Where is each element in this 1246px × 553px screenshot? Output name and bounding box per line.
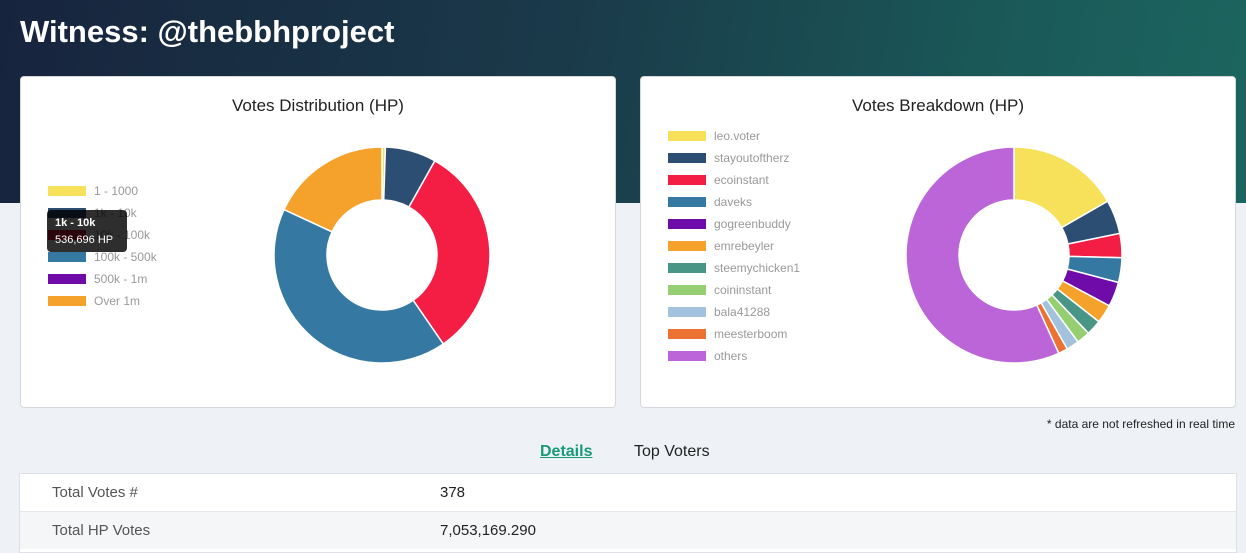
legend-label: coininstant (714, 283, 772, 297)
legend-item-over-1m[interactable]: Over 1m (48, 290, 157, 312)
row-value: 7,053,169.290 (440, 522, 536, 539)
legend-swatch (668, 153, 706, 163)
details-table: Total Votes # 378 Total HP Votes 7,053,1… (19, 473, 1237, 553)
votes-breakdown-donut (905, 146, 1123, 364)
legend-label: Over 1m (94, 294, 141, 308)
donut-slice-10k-100k[interactable] (407, 159, 491, 345)
legend-label: emrebeyler (714, 239, 775, 253)
legend-item-100k-500k[interactable]: 100k - 500k (48, 246, 157, 268)
legend-label: 1 - 1000 (94, 184, 139, 198)
tooltip-value: 536,696 HP (55, 234, 114, 246)
legend-swatch (668, 241, 706, 251)
tabs: Details Top Voters (0, 443, 1246, 467)
legend-swatch (48, 296, 86, 306)
legend-swatch (668, 131, 706, 141)
votes-breakdown-title: Votes Breakdown (HP) (852, 96, 1024, 115)
legend-label: others (714, 349, 748, 363)
legend-swatch (48, 252, 86, 262)
tooltip-title: 1k - 10k (55, 217, 96, 229)
legend-label: 100k - 500k (94, 250, 157, 264)
donut-slice-over-1m[interactable] (283, 146, 383, 233)
donut-slice-100k-500k[interactable] (273, 208, 445, 364)
votes-distribution-donut (273, 146, 491, 364)
legend-label: steemychicken1 (714, 261, 801, 275)
votes-breakdown-card: Votes Breakdown (HP) leo.voter stayoutof… (640, 76, 1236, 408)
legend-swatch (668, 263, 706, 273)
legend-label: leo.voter (714, 129, 761, 143)
legend-swatch (668, 329, 706, 339)
legend-item-stayoutoftherz[interactable]: stayoutoftherz (668, 147, 800, 169)
row-label: Total HP Votes (52, 522, 151, 539)
table-row: Total HP Votes 7,053,169.290 (20, 511, 1236, 549)
footnote: * data are not refreshed in real time (1046, 417, 1235, 431)
donut-slice-others[interactable] (905, 146, 1060, 364)
legend-item-bala41288[interactable]: bala41288 (668, 301, 800, 323)
tab-details[interactable]: Details (540, 443, 593, 460)
legend-swatch (668, 175, 706, 185)
legend-label: gogreenbuddy (714, 217, 791, 231)
legend-item-steemychicken1[interactable]: steemychicken1 (668, 257, 800, 279)
legend-label: bala41288 (714, 305, 771, 319)
legend-swatch (668, 219, 706, 229)
chart-tooltip: 1k - 10k 536,696 HP (47, 210, 127, 252)
legend-item-daveks[interactable]: daveks (668, 191, 800, 213)
legend-item-emrebeyler[interactable]: emrebeyler (668, 235, 800, 257)
legend-swatch (668, 351, 706, 361)
votes-breakdown-legend: leo.voter stayoutoftherz ecoinstant dave… (668, 125, 800, 367)
legend-swatch (668, 307, 706, 317)
page-title: Witness: @thebbhproject (20, 14, 395, 49)
legend-item-leo-voter[interactable]: leo.voter (668, 125, 800, 147)
legend-swatch (668, 285, 706, 295)
legend-item-gogreenbuddy[interactable]: gogreenbuddy (668, 213, 800, 235)
legend-label: meesterboom (714, 327, 788, 341)
legend-label: ecoinstant (714, 173, 769, 187)
legend-item-500k-1m[interactable]: 500k - 1m (48, 268, 157, 290)
legend-item-others[interactable]: others (668, 345, 800, 367)
legend-swatch (48, 186, 86, 196)
legend-label: stayoutoftherz (714, 151, 790, 165)
legend-label: 500k - 1m (94, 272, 148, 286)
legend-label: daveks (714, 195, 753, 209)
tab-top-voters[interactable]: Top Voters (634, 443, 710, 460)
legend-swatch (668, 197, 706, 207)
legend-swatch (48, 274, 86, 284)
row-value: 378 (440, 484, 466, 501)
votes-distribution-title: Votes Distribution (HP) (232, 96, 404, 115)
legend-item-meesterboom[interactable]: meesterboom (668, 323, 800, 345)
legend-item-1-1000[interactable]: 1 - 1000 (48, 180, 157, 202)
legend-item-coininstant[interactable]: coininstant (668, 279, 800, 301)
table-row: Total Votes # 378 (20, 474, 1236, 511)
votes-distribution-card: Votes Distribution (HP) 1 - 1000 1k - 10… (20, 76, 616, 408)
legend-item-ecoinstant[interactable]: ecoinstant (668, 169, 800, 191)
row-label: Total Votes # (52, 484, 138, 501)
